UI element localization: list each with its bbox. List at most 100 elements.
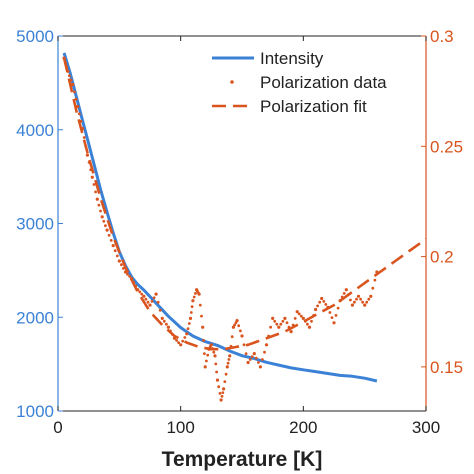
polarization-data-point xyxy=(293,317,297,320)
left-y-tick-label: 5000 xyxy=(16,27,54,46)
polarization-data-point xyxy=(117,259,121,263)
polarization-data-point xyxy=(242,343,246,347)
polarization-data-point xyxy=(213,354,217,358)
polarization-data-point xyxy=(254,356,258,360)
polarization-data-point xyxy=(120,263,123,267)
polarization-data-point xyxy=(263,350,266,354)
polarization-data-point xyxy=(115,254,119,258)
polarization-data-point xyxy=(258,365,262,369)
polarization-data-point xyxy=(203,365,207,369)
polarization-data-point xyxy=(264,343,269,347)
polarization-data-point xyxy=(209,343,213,347)
polarization-data-point xyxy=(316,304,319,308)
polarization-data-point xyxy=(179,343,183,347)
legend: Intensity Polarization data Polarization f… xyxy=(212,49,387,116)
polarization-data-point xyxy=(273,319,277,323)
polarization-data-point xyxy=(271,316,275,320)
polarization-data-point xyxy=(71,82,75,87)
polarization-data-point xyxy=(215,378,220,382)
polarization-data-point xyxy=(122,267,125,270)
polarization-data-point xyxy=(332,321,336,325)
polarization-data-point xyxy=(285,321,289,325)
polarization-data-point xyxy=(233,323,237,327)
x-axis-label: Temperature [K] xyxy=(162,448,323,471)
polarization-data-point xyxy=(185,332,189,336)
polarization-data-point xyxy=(257,361,260,364)
polarization-data-point xyxy=(186,327,190,330)
polarization-data-point xyxy=(350,303,354,307)
polarization-data-point xyxy=(324,303,328,306)
series-layer xyxy=(62,52,427,402)
polarization-data-point xyxy=(156,300,160,304)
polarization-data-point xyxy=(334,314,338,317)
polarization-data-point xyxy=(194,292,197,295)
polarization-data-point xyxy=(356,294,361,298)
series-polarization-fit xyxy=(62,57,427,351)
polarization-data-point xyxy=(160,316,164,320)
polarization-data-point xyxy=(201,325,205,329)
polarization-data-point xyxy=(158,308,162,312)
polarization-data-point xyxy=(228,354,232,358)
polarization-data-point xyxy=(275,322,279,326)
polarization-data-point xyxy=(320,296,324,301)
polarization-data-point xyxy=(105,228,109,232)
polarization-data-point xyxy=(289,330,293,334)
polarization-data-point xyxy=(205,359,208,363)
left-y-tick-label: 4000 xyxy=(16,121,54,140)
polarization-data-point xyxy=(104,224,107,228)
polarization-data-point xyxy=(150,300,154,303)
polarization-data-point xyxy=(187,322,191,325)
polarization-data-point xyxy=(355,297,358,301)
legend-label: Polarization data xyxy=(260,73,387,92)
polarization-data-point xyxy=(73,90,76,94)
series-intensity xyxy=(62,52,378,383)
polarization-data-point xyxy=(222,387,226,391)
polarization-data-point xyxy=(219,398,223,402)
x-tick-label: 300 xyxy=(412,418,440,437)
right-y-tick-label: 0.2 xyxy=(430,248,454,267)
polarization-data-point xyxy=(230,335,234,339)
polarization-data-point xyxy=(77,112,81,116)
polarization-data-point xyxy=(359,297,362,301)
right-y-tick-label: 0.15 xyxy=(430,358,463,377)
polarization-data-point xyxy=(175,339,179,342)
x-tick-label: 100 xyxy=(166,418,194,437)
polarization-data-point xyxy=(306,322,309,326)
plot-background xyxy=(58,36,426,411)
polarization-data-point xyxy=(227,358,231,361)
plot-area xyxy=(58,36,426,411)
polarization-data-point xyxy=(250,355,254,358)
polarization-data-point xyxy=(166,325,170,329)
polarization-data-point xyxy=(94,190,97,194)
polarization-data-point xyxy=(198,303,202,307)
polarization-data-point xyxy=(102,219,106,223)
polarization-data-point xyxy=(181,339,185,343)
x-tick-label: 0 xyxy=(53,418,62,437)
polarization-data-point xyxy=(318,300,322,304)
polarization-data-point xyxy=(367,297,371,301)
polarization-data-point xyxy=(202,339,206,342)
legend-marker-polarization-data xyxy=(230,80,234,84)
polarization-data-point xyxy=(146,300,150,304)
polarization-data-point xyxy=(279,322,283,326)
polarization-data-point xyxy=(223,380,227,383)
polarization-data-point xyxy=(349,298,352,302)
polarization-data-point xyxy=(363,303,367,307)
polarization-data-point xyxy=(215,370,219,374)
polarization-data-point xyxy=(231,325,235,329)
polarization-data-point xyxy=(138,290,142,294)
polarization-data-point xyxy=(154,292,158,296)
polarization-data-point xyxy=(307,325,312,329)
polarization-data-point xyxy=(221,391,225,394)
polarization-data-point xyxy=(295,310,299,314)
polarization-data-point xyxy=(148,303,152,307)
polarization-data-point xyxy=(218,392,222,395)
polarization-data-point xyxy=(214,362,218,366)
axes-layer xyxy=(57,35,427,412)
polarization-data-point xyxy=(162,319,166,323)
polarization-data-point xyxy=(128,275,132,278)
polarization-data-point xyxy=(252,352,256,356)
polarization-data-point xyxy=(177,341,181,344)
polarization-data-point xyxy=(235,319,239,323)
polarization-data-point xyxy=(68,74,71,78)
